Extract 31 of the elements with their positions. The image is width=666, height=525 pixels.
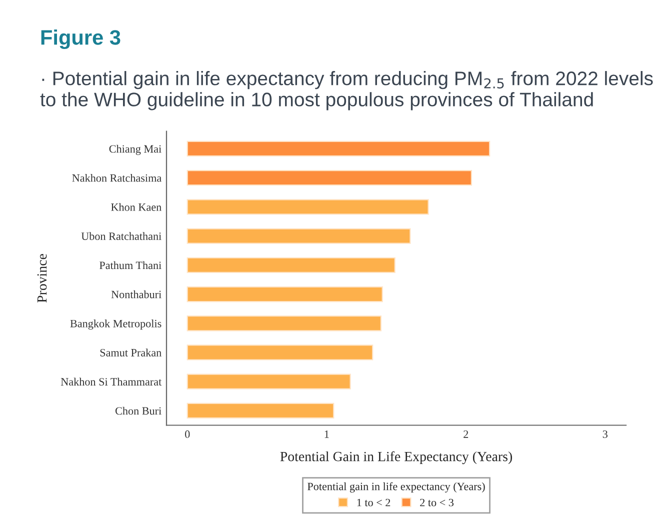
bar xyxy=(186,170,472,186)
bar xyxy=(186,140,490,157)
chart-title: Figure 3 xyxy=(41,30,120,50)
bar xyxy=(186,402,334,419)
chart-subtitle: · Potential gain in life expectancy from reducing PM$_{2.5}$ from 2022 levels to the WHO guideline in 10 most populous provinces of Thailand xyxy=(40,71,653,110)
y-tick-label: Nakhon Ratchasima xyxy=(72,174,162,182)
y-tick-label: Nonthaburi xyxy=(111,290,162,298)
y-tick-label: Samut Prakan xyxy=(100,348,162,356)
x-axis-title: Potential Gain in Life Expectancy (Years) xyxy=(280,451,512,464)
bar xyxy=(186,374,351,390)
x-tick-label: 2 xyxy=(464,430,468,438)
legend-label: 1 to < 2 xyxy=(357,498,390,506)
legend-title: Potential gain in life expectancy (Years) xyxy=(308,482,485,493)
y-tick-label: Khon Kaen xyxy=(111,203,162,211)
x-tick-label: 3 xyxy=(602,430,608,438)
bar xyxy=(186,257,396,273)
y-tick-label: Ubon Ratchathani xyxy=(81,232,162,240)
bar xyxy=(186,344,374,360)
y-tick-label: Chon Buri xyxy=(115,406,162,415)
y-tick-label: Chiang Mai xyxy=(109,144,162,155)
y-tick-label: Bangkok Metropolis xyxy=(70,320,162,330)
y-tick-label: Pathum Thani xyxy=(100,261,162,270)
y-axis-title: Province xyxy=(37,254,47,303)
bar xyxy=(186,286,383,302)
bar xyxy=(186,316,382,332)
bar xyxy=(186,228,411,244)
y-tick-label: Nakhon Si Thammarat xyxy=(60,378,162,386)
legend-label: 2 to < 3 xyxy=(420,498,454,506)
x-tick-label: 0 xyxy=(185,430,190,438)
bar xyxy=(186,199,429,215)
x-tick-label: 1 xyxy=(324,430,329,438)
